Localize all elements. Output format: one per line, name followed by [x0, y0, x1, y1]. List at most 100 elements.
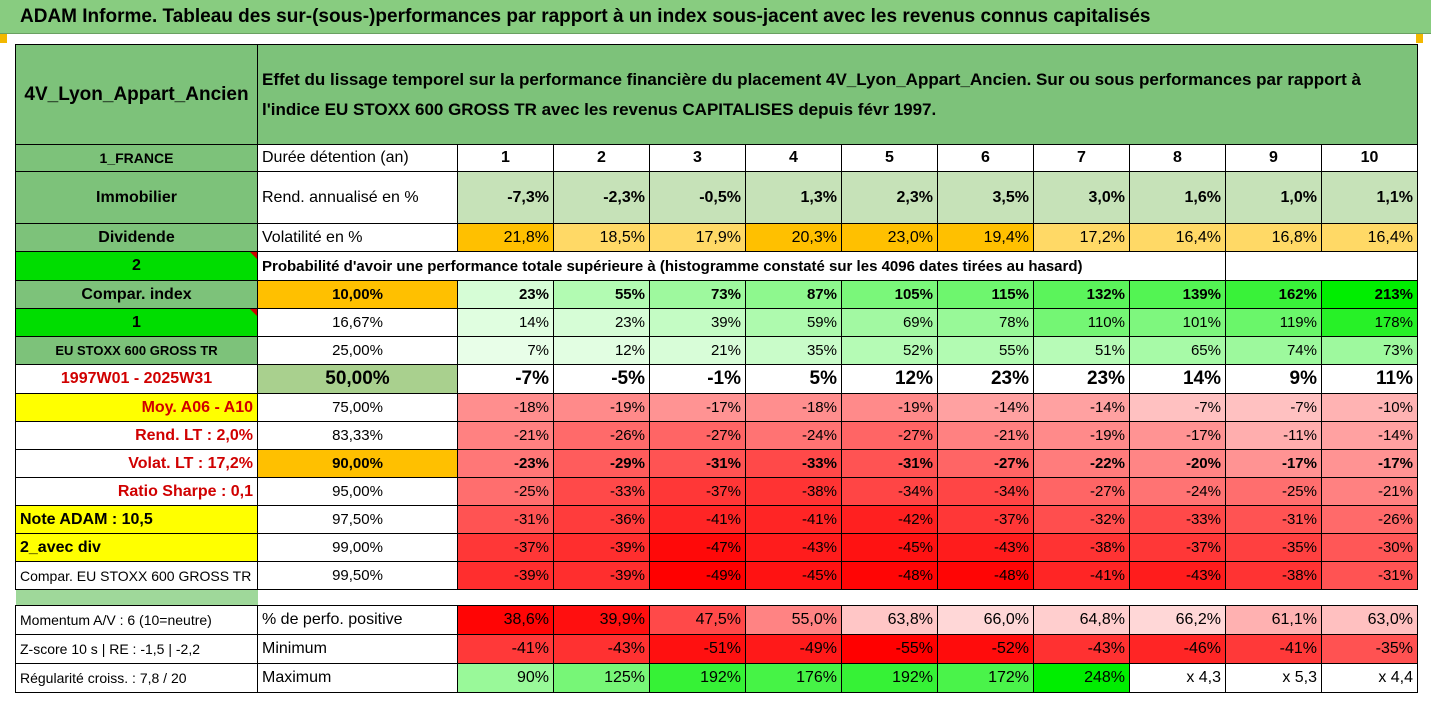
spacer-cell [257, 589, 1418, 606]
quantile-value: -7% [457, 364, 554, 394]
quantile-value: -31% [649, 449, 746, 478]
quantile-value: -37% [937, 505, 1034, 534]
annual-return-value: -0,5% [649, 171, 746, 224]
quantile-value: -33% [1129, 505, 1226, 534]
volatility-value: 16,4% [1129, 223, 1226, 252]
stat-value: 125% [553, 663, 650, 693]
annual-return-value: 1,0% [1225, 171, 1322, 224]
probability-label: Probabilité d'avoir une performance tota… [257, 251, 1226, 281]
quantile-value: 55% [553, 280, 650, 309]
quantile-value: -29% [553, 449, 650, 478]
side-label-marker-1: 1 [15, 308, 258, 337]
side-label-compar-index: Compar. EU STOXX 600 GROSS TR [15, 561, 258, 590]
quantile-probability: 95,00% [257, 477, 458, 506]
quantile-value: 69% [841, 308, 938, 337]
quantile-probability: 16,67% [257, 308, 458, 337]
quantile-value: -10% [1321, 393, 1418, 422]
volatility-value: 18,5% [553, 223, 650, 252]
annual-return-value: 2,3% [841, 171, 938, 224]
year-header: 9 [1225, 144, 1322, 172]
table-row: Immobilier Rend. annualisé en % -7,3% -2,3%… [15, 171, 1418, 224]
quantile-value: -45% [841, 533, 938, 562]
quantile-value: -47% [649, 533, 746, 562]
year-header: 5 [841, 144, 938, 172]
quantile-value: -26% [553, 421, 650, 450]
table-row: Momentum A/V : 6 (10=neutre)% de perfo. … [15, 605, 1418, 635]
annual-return-label: Rend. annualisé en % [257, 171, 458, 224]
stat-value: -35% [1321, 634, 1418, 664]
volatility-value: 21,8% [457, 223, 554, 252]
stat-value: 55,0% [745, 605, 842, 635]
quantile-value: -49% [649, 561, 746, 590]
duration-label: Durée détention (an) [257, 144, 458, 172]
quantile-value: -32% [1033, 505, 1130, 534]
table-row: Moy. A06 - A10 75,00% -18% -19% -17% -18% -19%… [15, 393, 1418, 422]
quantile-value: -45% [745, 561, 842, 590]
quantile-value: -22% [1033, 449, 1130, 478]
quantile-probability: 99,00% [257, 533, 458, 562]
performance-table: 4V_Lyon_Appart_Ancien Effet du lissage te… [15, 44, 1418, 693]
side-label-sharpe: Ratio Sharpe : 0,1 [15, 477, 258, 506]
quantile-value: -20% [1129, 449, 1226, 478]
stat-label: Maximum [257, 663, 458, 693]
quantile-probability: 83,33% [257, 421, 458, 450]
table-row: Rend. LT : 2,0% 83,33% -21% -26% -27% -24% -27… [15, 421, 1418, 450]
quantile-value: 59% [745, 308, 842, 337]
quantile-value: -39% [553, 561, 650, 590]
quantile-value: -34% [841, 477, 938, 506]
side-label-note: Note ADAM : 10,5 [15, 505, 258, 534]
quantile-value: -36% [553, 505, 650, 534]
quantile-probability: 97,50% [257, 505, 458, 534]
quantile-value: -31% [457, 505, 554, 534]
stat-value: x 4,4 [1321, 663, 1418, 693]
quantile-value: 12% [553, 336, 650, 365]
quantile-value: 12% [841, 364, 938, 394]
quantile-value: -30% [1321, 533, 1418, 562]
side-label-moy: Moy. A06 - A10 [15, 393, 258, 422]
stat-value: 192% [841, 663, 938, 693]
stat-side-label: Régularité croiss. : 7,8 / 20 [15, 663, 258, 693]
quantile-value: -43% [1129, 561, 1226, 590]
quantile-value: -41% [1033, 561, 1130, 590]
table-row: 2 Probabilité d'avoir une performance tot… [15, 251, 1418, 281]
quantile-value: -38% [745, 477, 842, 506]
quantile-value: -37% [649, 477, 746, 506]
stat-value: -43% [1033, 634, 1130, 664]
stat-value: 61,1% [1225, 605, 1322, 635]
quantile-value: -27% [1033, 477, 1130, 506]
quantile-value: 65% [1129, 336, 1226, 365]
quantile-value: 213% [1321, 280, 1418, 309]
category-label: Immobilier [15, 171, 258, 224]
quantile-value: 23% [457, 280, 554, 309]
quantile-value: 74% [1225, 336, 1322, 365]
quantile-value: 110% [1033, 308, 1130, 337]
annual-return-value: 1,1% [1321, 171, 1418, 224]
year-header: 8 [1129, 144, 1226, 172]
quantile-value: 105% [841, 280, 938, 309]
annual-return-value: 3,5% [937, 171, 1034, 224]
table-row: Dividende Volatilité en % 21,8% 18,5% 17,9% 2… [15, 223, 1418, 252]
year-header: 1 [457, 144, 554, 172]
quantile-value: -39% [553, 533, 650, 562]
quantile-value: 51% [1033, 336, 1130, 365]
volatility-value: 16,4% [1321, 223, 1418, 252]
quantile-value: -25% [457, 477, 554, 506]
quantile-value: -48% [841, 561, 938, 590]
side-label-rend-lt: Rend. LT : 2,0% [15, 421, 258, 450]
quantile-value: 178% [1321, 308, 1418, 337]
stat-value: 47,5% [649, 605, 746, 635]
quantile-value: -43% [745, 533, 842, 562]
stat-value: 38,6% [457, 605, 554, 635]
quantile-value: 101% [1129, 308, 1226, 337]
quantile-value: -5% [553, 364, 650, 394]
quantile-value: -14% [937, 393, 1034, 422]
stat-label: % de perfo. positive [257, 605, 458, 635]
table-row: Volat. LT : 17,2% 90,00% -23% -29% -31% -33% -… [15, 449, 1418, 478]
quantile-value: -18% [457, 393, 554, 422]
stat-value: 90% [457, 663, 554, 693]
quantile-value: 23% [553, 308, 650, 337]
table-row: 1_FRANCE Durée détention (an) 1 2 3 4 5 6 7 8 9 10 [15, 144, 1418, 172]
table-row: Compar. index 10,00% 23% 55% 73% 87% 105% 115% 1… [15, 280, 1418, 309]
quantile-value: -26% [1321, 505, 1418, 534]
table-row: Ratio Sharpe : 0,1 95,00% -25% -33% -37% -38%… [15, 477, 1418, 506]
